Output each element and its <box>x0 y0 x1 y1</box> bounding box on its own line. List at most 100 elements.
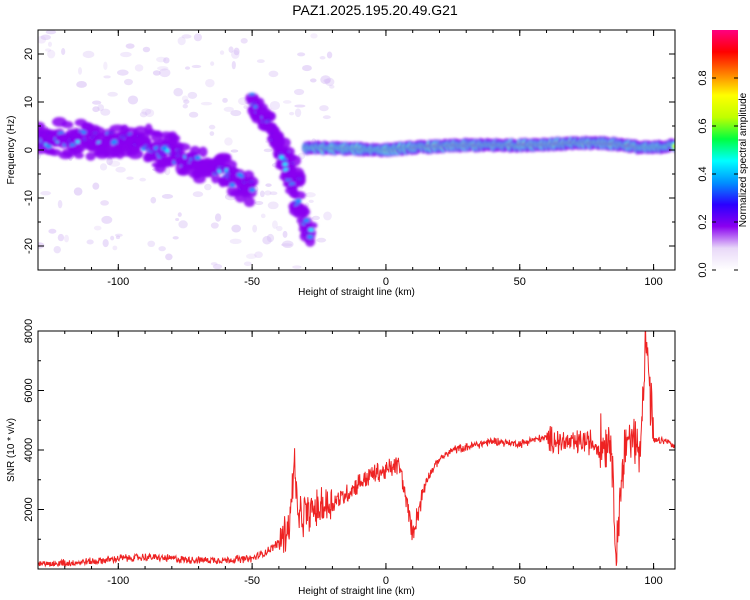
noise-blob <box>61 48 66 55</box>
noise-blob <box>243 261 252 267</box>
colorbar-tick-label: 0.2 <box>697 214 709 229</box>
noise-blob <box>188 111 199 118</box>
noise-blob <box>204 183 212 191</box>
noise-blob <box>294 104 306 108</box>
noise-blob <box>173 87 183 97</box>
ridge-blob <box>304 221 318 230</box>
ridge-blob-peak <box>165 149 170 152</box>
ridge-blob <box>193 174 206 184</box>
noise-blob <box>246 253 257 260</box>
heatmap-y-tick-label: -20 <box>23 238 35 254</box>
noise-blob <box>256 59 265 64</box>
noise-blob <box>182 103 188 109</box>
colorbar-tick-label: 0.8 <box>697 70 709 85</box>
noise-blob <box>110 235 115 241</box>
noise-blob <box>269 191 278 196</box>
snr-y-tick-label: 4000 <box>23 438 35 462</box>
noise-blob <box>93 225 102 231</box>
noise-blob <box>260 213 266 219</box>
noise-blob <box>92 100 102 105</box>
ridge-blob-bright <box>45 144 52 149</box>
noise-blob <box>177 212 182 217</box>
ridge-blob <box>174 142 191 152</box>
noise-blob <box>102 239 109 248</box>
noise-blob <box>293 88 305 96</box>
ridge-blob-bright <box>229 182 236 187</box>
noise-blob <box>150 196 157 204</box>
noise-blob <box>276 225 283 232</box>
noise-blob <box>53 245 61 254</box>
noise-blob <box>264 190 272 196</box>
noise-blob <box>267 201 279 210</box>
heatmap-y-tick-label: 0 <box>23 147 35 153</box>
noise-blob <box>269 100 281 110</box>
ridge-blob-bright <box>194 155 201 160</box>
noise-blob <box>114 233 123 237</box>
snr-x-tick-label: -100 <box>107 575 129 587</box>
noise-blob <box>268 70 279 78</box>
noise-blob <box>181 95 189 102</box>
ridge-blob-peak <box>76 140 81 143</box>
ridge-blob <box>291 190 306 200</box>
noise-blob <box>224 137 233 146</box>
noise-blob <box>144 108 155 118</box>
noise-blob <box>139 111 148 118</box>
noise-blob <box>309 78 317 83</box>
noise-blob <box>228 46 234 53</box>
noise-blob <box>292 265 302 269</box>
ridge-blob <box>262 110 276 122</box>
heatmap-x-tick-label: 0 <box>383 276 389 288</box>
heatmap-x-tick-label: -50 <box>244 276 260 288</box>
heatmap-y-axis-label: Frequency (Hz) <box>6 116 17 185</box>
ridge-group <box>38 92 675 247</box>
noise-blob <box>319 56 326 60</box>
ridge-blob-peak <box>279 155 284 159</box>
noise-blob <box>64 234 70 243</box>
noise-blob <box>319 105 329 112</box>
noise-blob <box>323 78 331 84</box>
noise-blob <box>103 75 111 79</box>
noise-blob <box>112 245 118 251</box>
noise-blob <box>302 65 312 72</box>
noise-blob <box>82 50 95 59</box>
noise-blob <box>47 41 53 47</box>
noise-blob <box>40 190 52 196</box>
noise-blob <box>134 64 144 72</box>
noise-blob <box>123 78 133 86</box>
noise-blob <box>57 233 65 242</box>
noise-blob <box>152 70 161 76</box>
noise-blob <box>92 106 100 113</box>
noise-blob <box>117 69 129 76</box>
colorbar <box>712 30 738 270</box>
ridge-blob <box>189 145 201 155</box>
noise-blob <box>210 61 215 66</box>
ridge-blob <box>224 160 237 170</box>
noise-blob <box>231 60 236 70</box>
noise-blob <box>208 124 216 130</box>
snr-x-tick-label: -50 <box>244 575 260 587</box>
noise-blob <box>38 242 45 249</box>
snr-y-tick-label: 8000 <box>23 319 35 343</box>
heatmap-y-tick-label: 10 <box>23 96 35 108</box>
noise-blob <box>323 211 332 221</box>
noise-blob <box>184 66 191 70</box>
noise-blob <box>115 235 121 240</box>
snr-y-tick-label: 6000 <box>23 378 35 402</box>
noise-blob <box>163 57 170 64</box>
snr-x-axis-label: Height of straight line (km) <box>298 586 415 597</box>
noise-blob <box>233 47 240 56</box>
noise-blob <box>187 91 198 99</box>
ridge-blob-bright <box>303 218 310 223</box>
noise-blob <box>106 157 113 166</box>
noise-blob <box>92 182 100 190</box>
ridge-blob-peak <box>283 162 288 166</box>
noise-blob <box>127 95 139 105</box>
noise-blob <box>86 239 94 245</box>
heatmap-cells <box>38 30 675 270</box>
noise-blob <box>164 166 171 176</box>
noise-blob <box>193 33 202 42</box>
snr-frame <box>37 330 676 570</box>
noise-blob <box>158 246 166 252</box>
noise-blob <box>177 36 186 46</box>
noise-blob <box>316 237 327 243</box>
